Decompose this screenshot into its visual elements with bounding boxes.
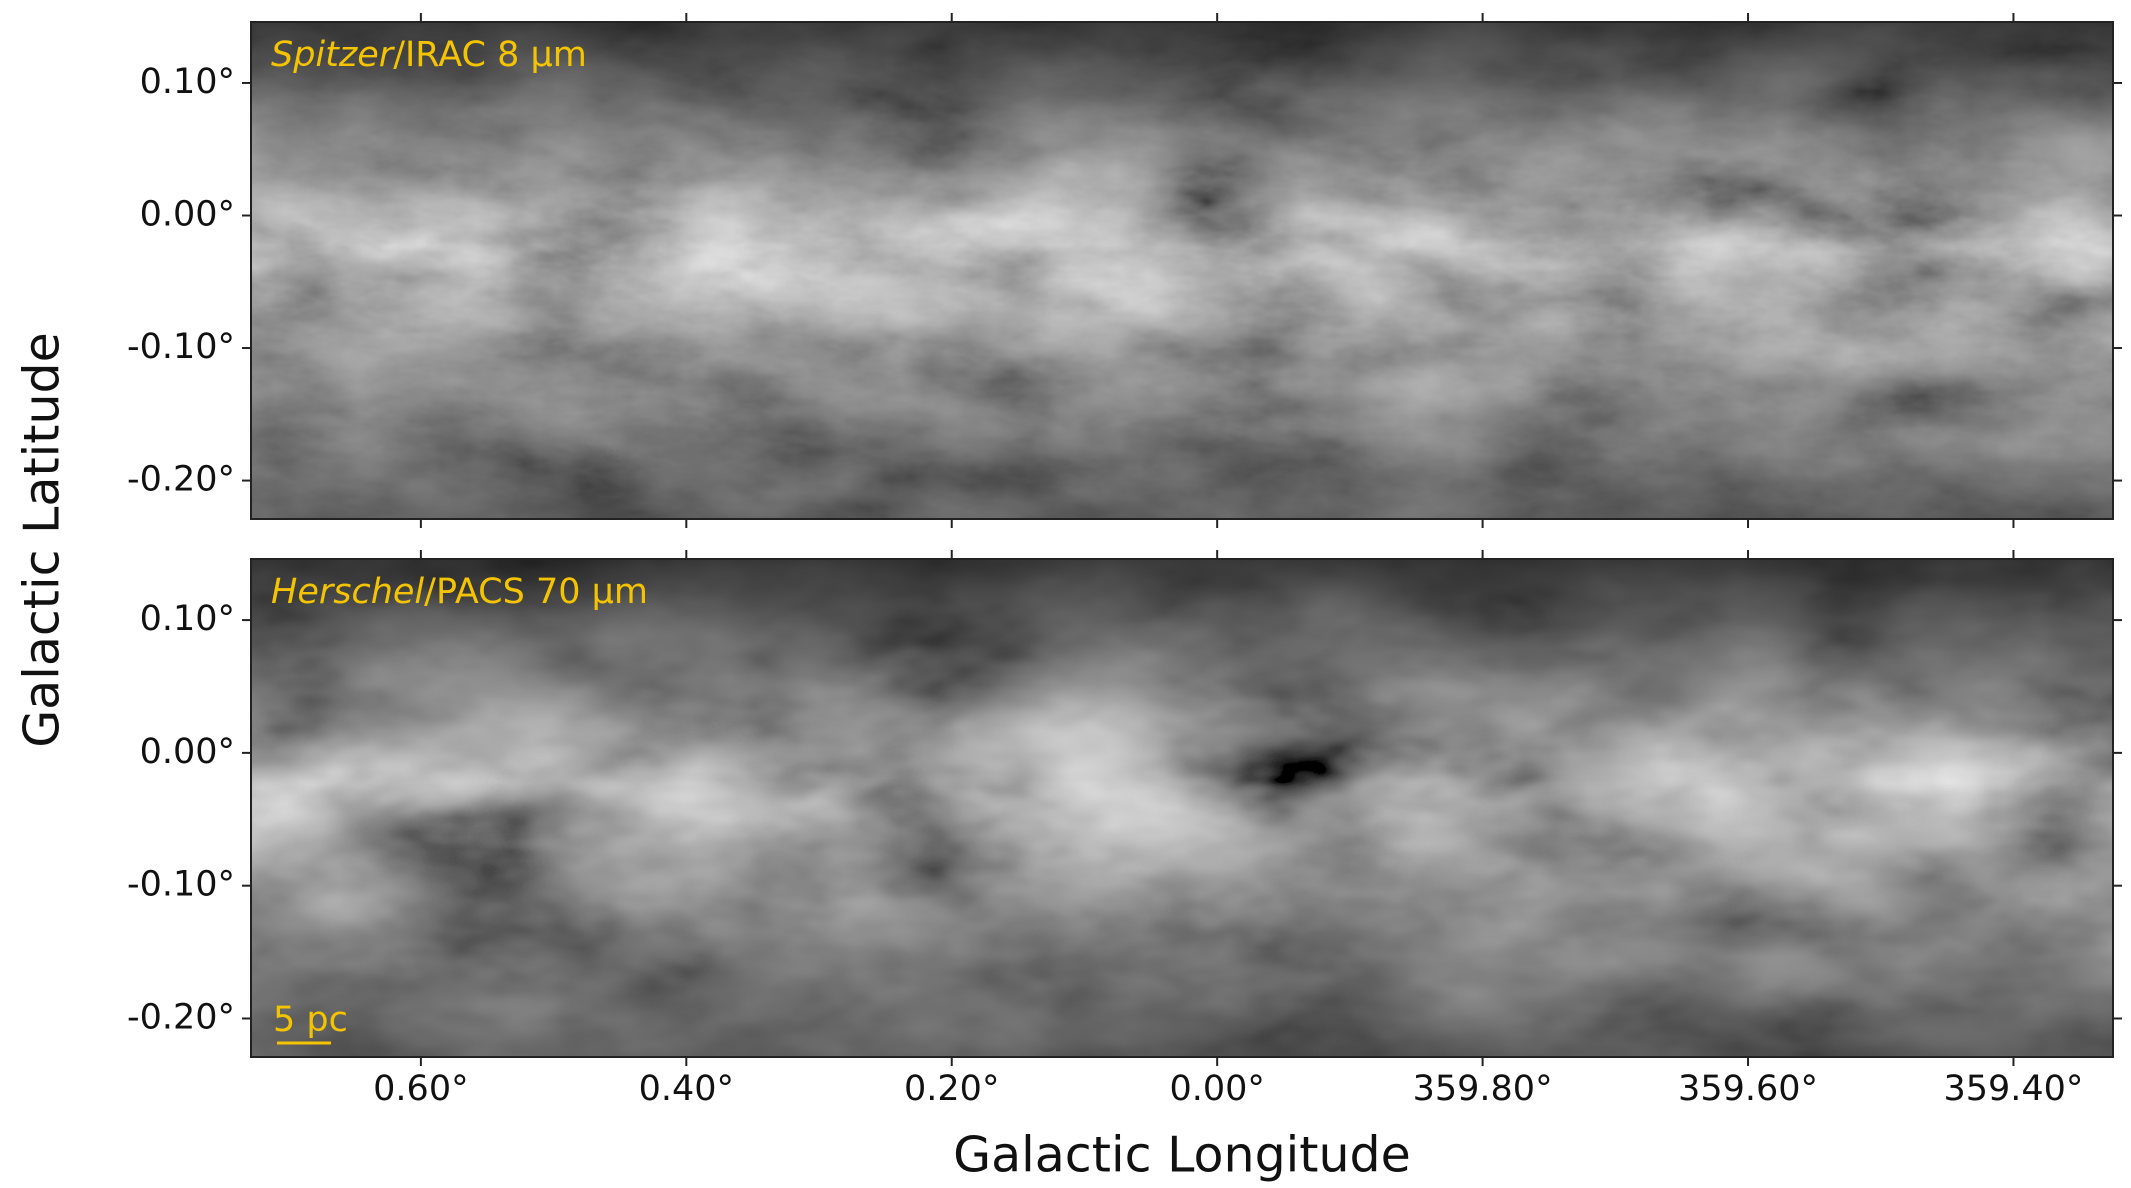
figure: 0.10° 0.00° -0.10° -0.20° Spitzer/IRAC 8 μm G… [0, 0, 2131, 1188]
y-tick-label: -0.10° [127, 865, 235, 905]
y-tick-label: -0.20° [127, 460, 235, 500]
x-tick-label: 0.20° [904, 1069, 999, 1109]
image-shade [251, 22, 2113, 519]
image-shade [251, 559, 2113, 1057]
y-tick-label: 0.10° [140, 62, 235, 102]
annotation-italic: Spitzer [271, 35, 396, 75]
x-tick-label: 359.60° [1678, 1069, 1818, 1109]
x-tick-label: 359.80° [1413, 1069, 1553, 1109]
y-tick-label: -0.10° [127, 327, 235, 367]
y-tick-label: 0.10° [140, 599, 235, 639]
panel-annotation: Herschel/PACS 70 μm [271, 572, 648, 612]
y-axis-label: Galactic Latitude [14, 332, 71, 748]
y-tick-label: 0.00° [140, 194, 235, 234]
annotation-text: /IRAC 8 μm [393, 35, 587, 75]
annotation-italic: Herschel [271, 572, 424, 612]
panel-annotation: Spitzer/IRAC 8 μm [271, 35, 587, 75]
x-tick-label: 0.00° [1169, 1069, 1264, 1109]
x-tick-label: 0.60° [373, 1069, 468, 1109]
scale-bar-label: 5 pc [273, 1000, 348, 1040]
annotation-text: /PACS 70 μm [424, 572, 648, 612]
x-tick-label: 0.40° [639, 1069, 734, 1109]
y-tick-label: -0.20° [127, 997, 235, 1037]
y-tick-label: 0.00° [140, 732, 235, 772]
x-axis-label: Galactic Longitude [953, 1127, 1411, 1184]
x-tick-label: 359.40° [1943, 1069, 2083, 1109]
